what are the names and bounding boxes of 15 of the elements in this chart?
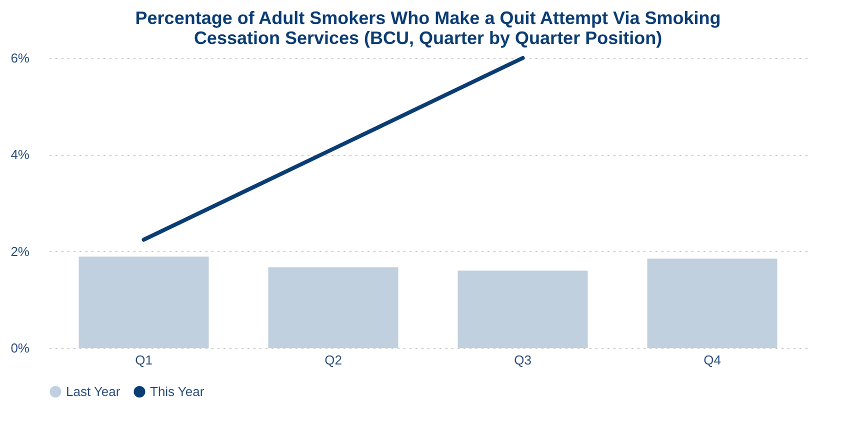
x-tick-label: Q2 bbox=[324, 352, 342, 368]
bar bbox=[458, 270, 588, 348]
y-tick-label: 4% bbox=[10, 147, 30, 162]
x-tick-label: Q4 bbox=[704, 352, 721, 368]
bar bbox=[78, 256, 209, 348]
y-tick-label: 0% bbox=[10, 340, 30, 356]
x-tick-label: Q3 bbox=[514, 352, 532, 368]
bar bbox=[647, 258, 778, 348]
bar bbox=[268, 267, 398, 348]
y-tick-label: 2% bbox=[10, 244, 30, 259]
legend-label: This Year bbox=[150, 384, 205, 399]
legend-label: Last Year bbox=[66, 384, 121, 399]
x-tick-label: Q1 bbox=[135, 352, 152, 368]
chart-title: Percentage of Adult Smokers Who Make a Quit Attempt Via Smoking Cessation Services (BCU, Quarter by Quarter Position) bbox=[135, 8, 721, 48]
y-tick-label: 6% bbox=[10, 50, 30, 66]
